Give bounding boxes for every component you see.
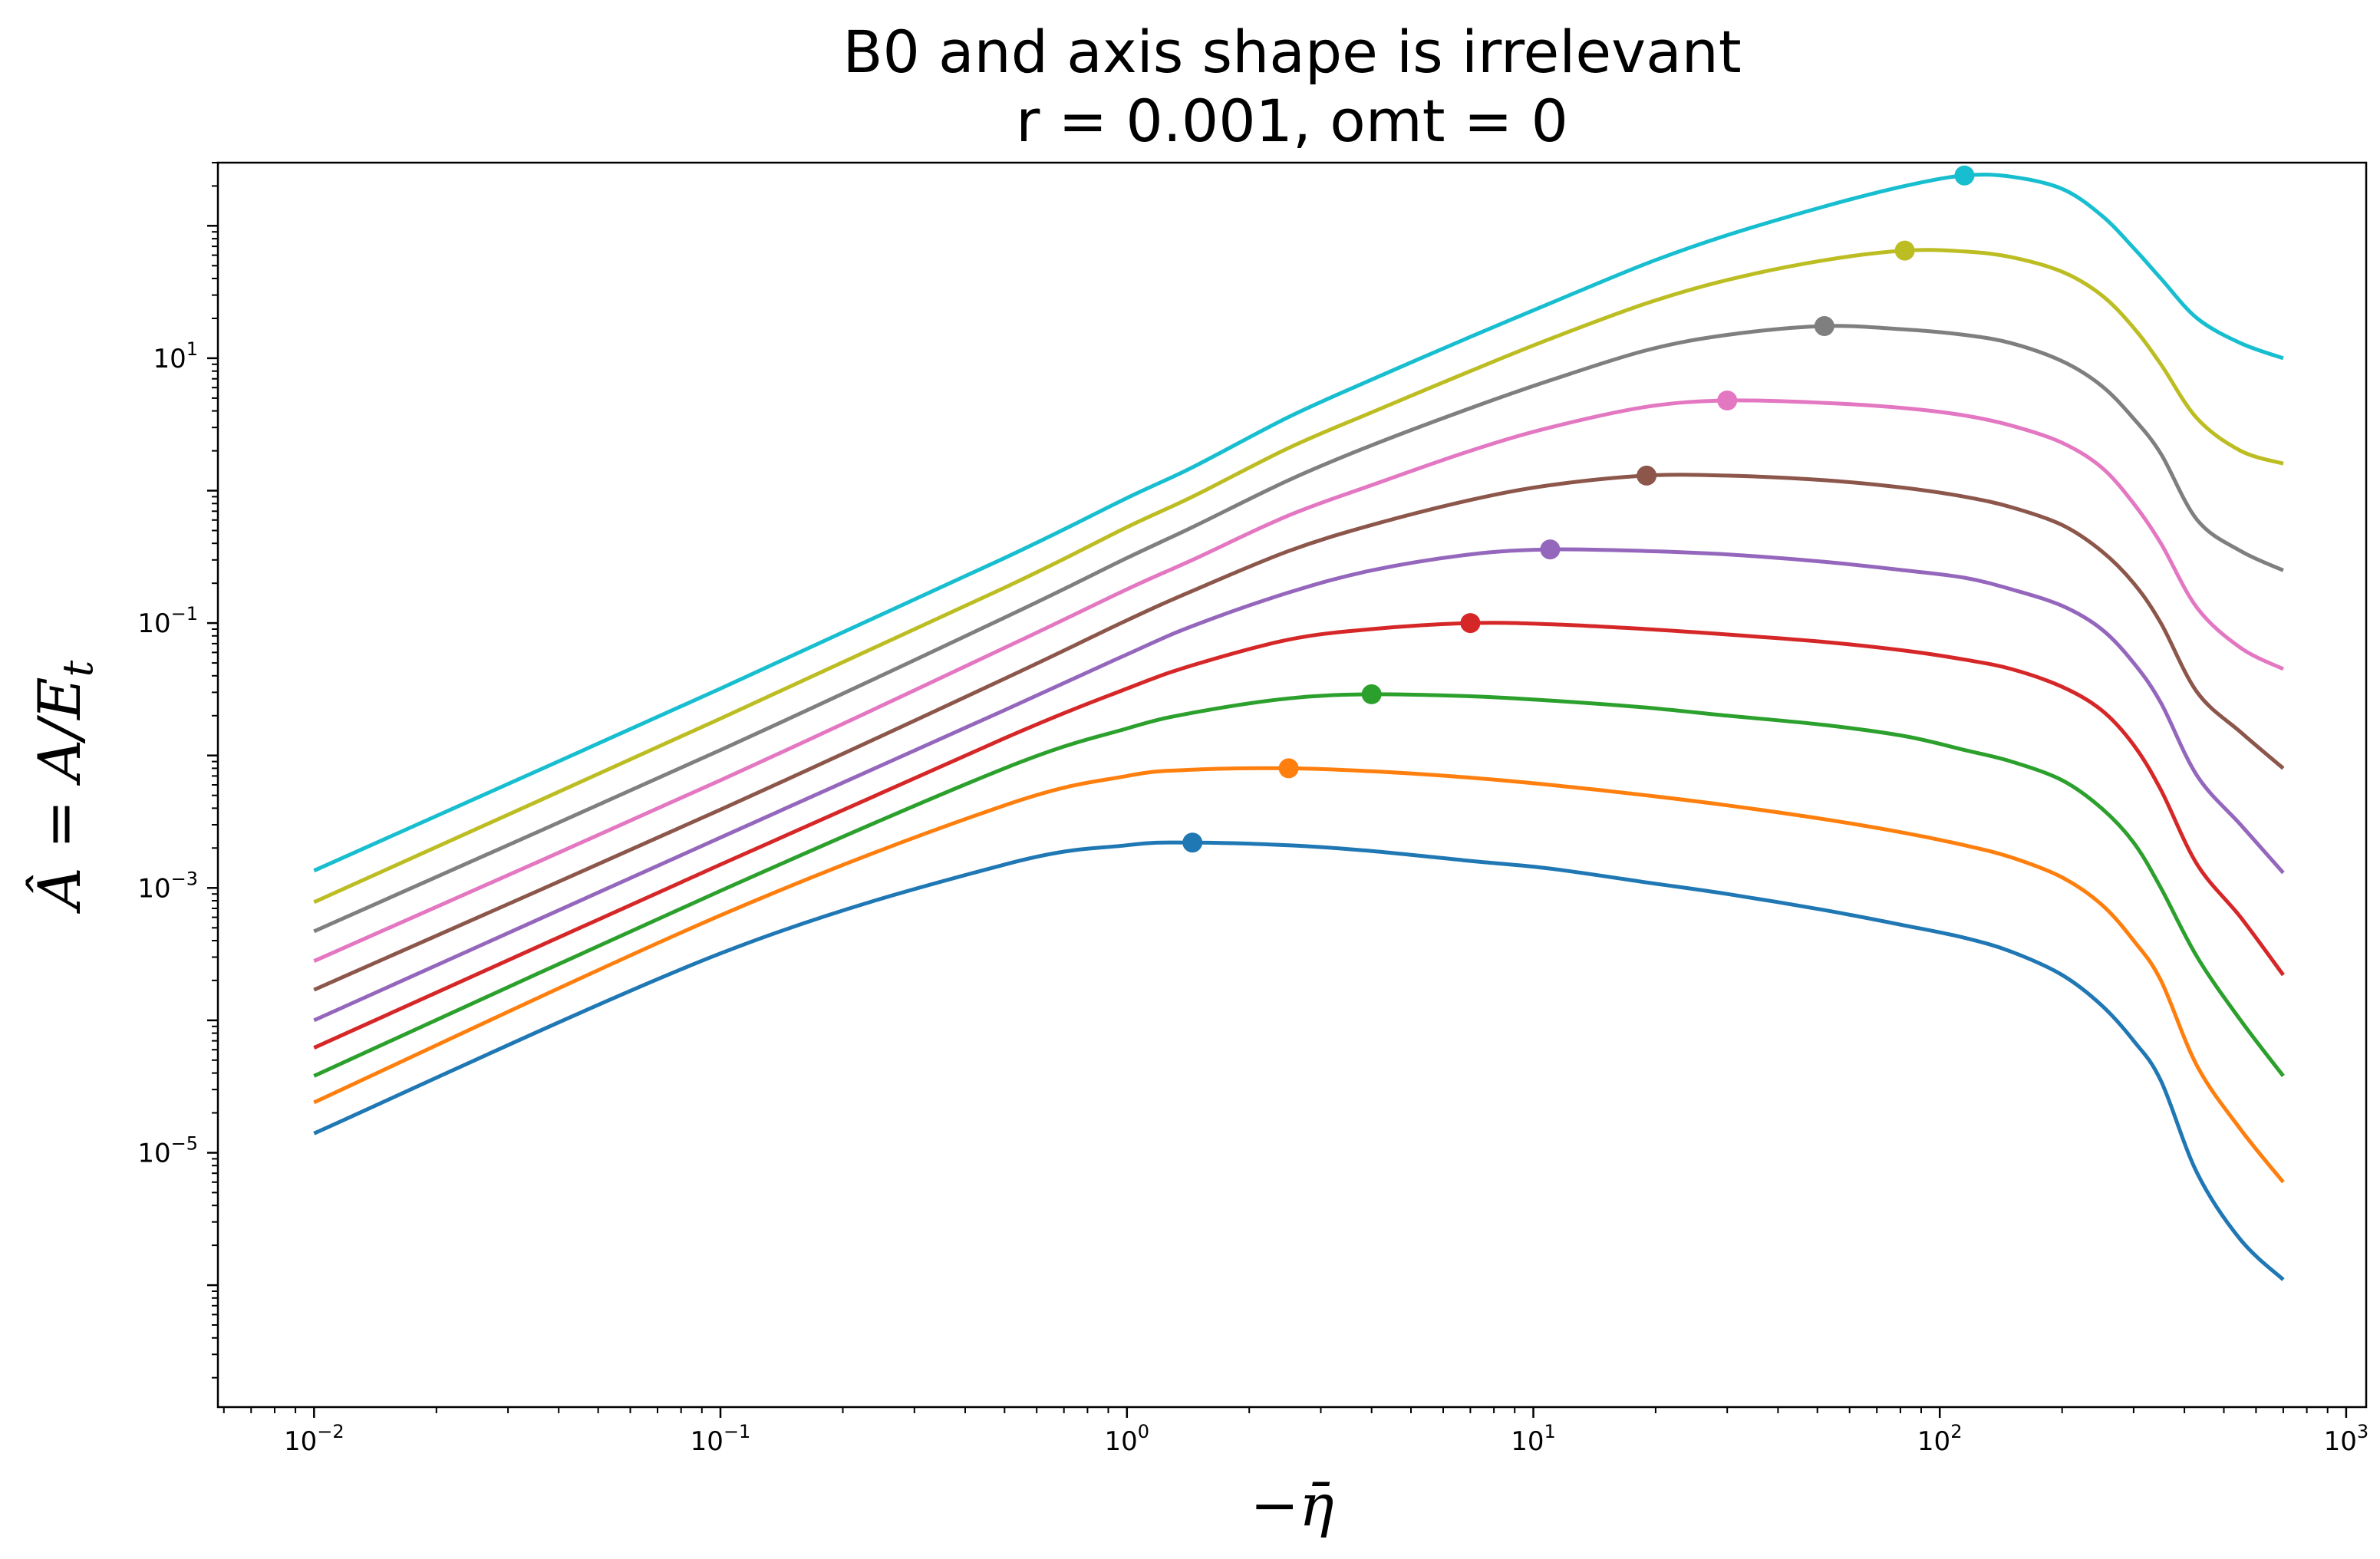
x-axis: 10−2 10−1 100 101 102 103: [223, 1407, 2369, 1457]
peak-marker-1: [1182, 832, 1203, 853]
y-axis-label-subscript: t: [54, 660, 102, 677]
chart-subtitle: r = 0.001, omt = 0: [1016, 87, 1568, 155]
series-line-5: [313, 547, 2285, 1023]
y-axis-label: Â = A/Et: [25, 660, 102, 914]
peak-marker-3: [1361, 684, 1382, 704]
y-tick-label: 10−3: [137, 868, 198, 904]
x-axis-label: −η̄: [1250, 1471, 1333, 1539]
y-axis: 10−5 10−3 10−1 101: [137, 162, 218, 1379]
y-tick-label: 101: [153, 338, 198, 374]
series-line-8: [313, 324, 2284, 934]
plot-area: [216, 161, 2368, 1409]
series-line-1: [313, 840, 2285, 1281]
series-line-7: [313, 398, 2285, 963]
peak-marker-4: [1460, 613, 1481, 634]
peak-marker-2: [1278, 758, 1299, 779]
x-tick-label: 101: [1511, 1421, 1556, 1457]
series-line-2: [313, 766, 2285, 1184]
x-tick-label: 103: [2324, 1421, 2369, 1457]
series-layer: [313, 173, 2285, 1281]
peak-marker-7: [1717, 391, 1738, 410]
x-tick-label: 10−1: [691, 1421, 751, 1457]
y-tick-label: 10−1: [137, 603, 198, 639]
x-tick-label: 10−2: [284, 1421, 344, 1457]
y-tick-label: 10−5: [137, 1133, 198, 1169]
series-line-6: [313, 473, 2285, 992]
peak-marker-8: [1814, 316, 1834, 336]
peak-marker-9: [1894, 240, 1915, 261]
series-line-9: [313, 248, 2284, 905]
series-line-4: [313, 621, 2285, 1050]
peak-marker-6: [1637, 465, 1657, 486]
peak-marker-layer: [1182, 165, 1975, 853]
y-axis-label-main: Â = A/E: [25, 677, 94, 914]
x-tick-label: 100: [1105, 1421, 1150, 1457]
chart-title: B0 and axis shape is irrelevant: [842, 18, 1741, 86]
series-line-3: [313, 692, 2285, 1078]
x-tick-label: 102: [1917, 1421, 1963, 1457]
series-line-10: [313, 173, 2284, 873]
peak-marker-5: [1540, 539, 1561, 560]
peak-marker-10: [1954, 165, 1975, 186]
